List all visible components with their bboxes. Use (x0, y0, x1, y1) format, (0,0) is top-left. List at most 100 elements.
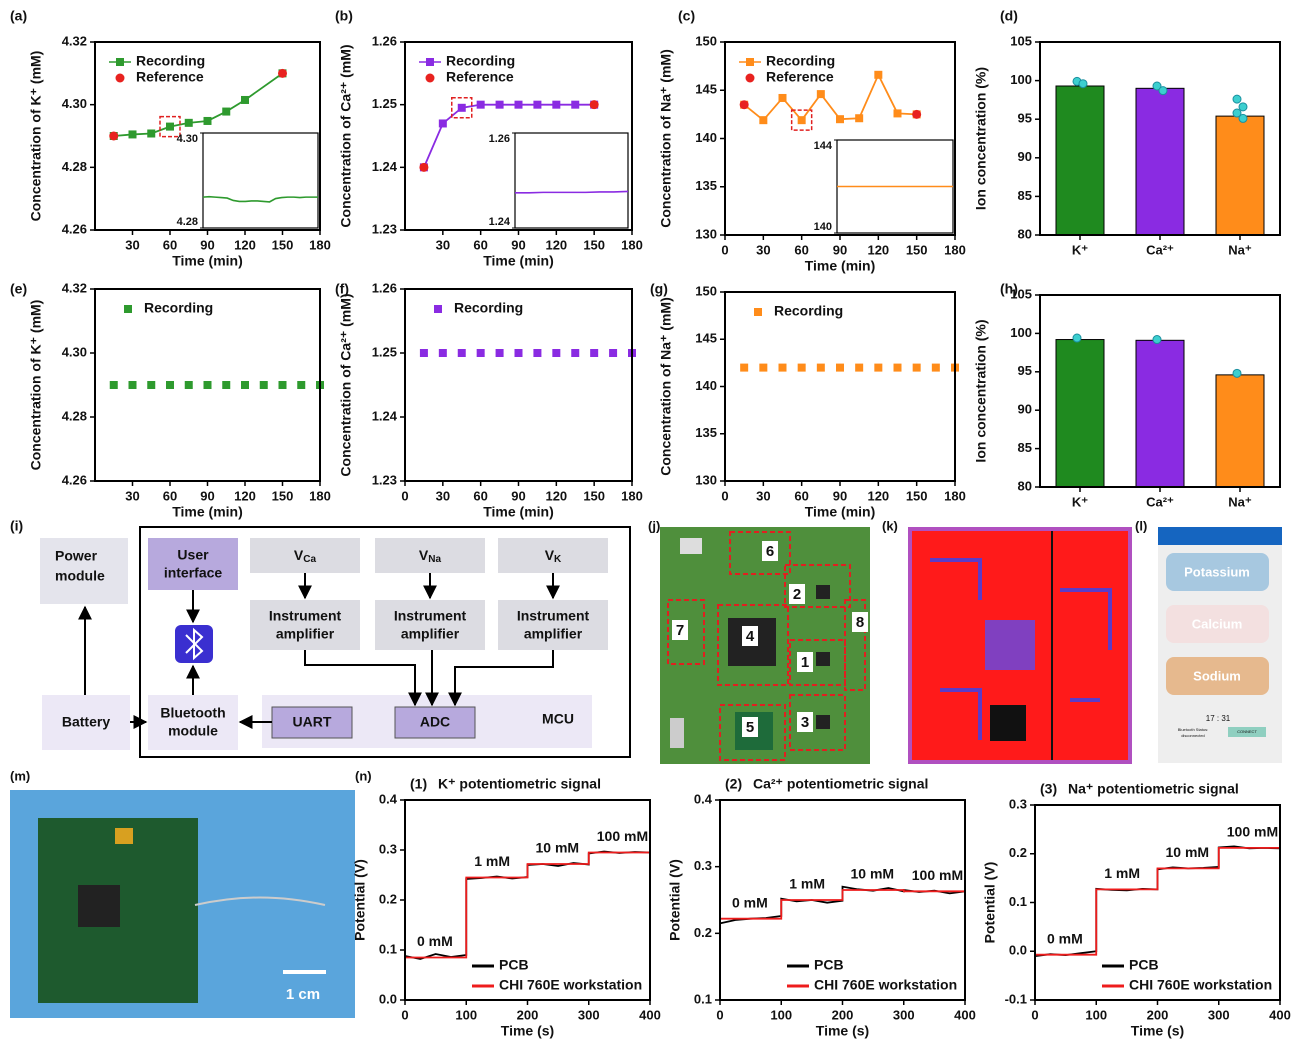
x-tick-label: 0 (1031, 1007, 1038, 1022)
app-time: 17 : 31 (1206, 714, 1231, 723)
x-tick-label: 150 (583, 488, 605, 503)
y-tick-label: 4.26 (62, 472, 87, 487)
annotation: 0 mM (732, 894, 768, 910)
connect-text[interactable]: CONNECT (1237, 729, 1257, 734)
x-tick-label: K⁺ (1072, 494, 1088, 509)
x-tick-label: 120 (545, 488, 567, 503)
annotation: 1 mM (1104, 865, 1140, 881)
x-axis-label: Time (s) (816, 1023, 869, 1039)
y-axis-label: Concentration of Na⁺ (mM) (658, 297, 674, 476)
data-point (855, 364, 863, 372)
legend-label: CHI 760E workstation (814, 977, 957, 993)
data-point (439, 349, 447, 357)
x-tick-label: 60 (794, 242, 808, 257)
data-point (1079, 80, 1087, 88)
data-point (533, 101, 541, 109)
data-point (894, 364, 902, 372)
x-tick-label: 60 (473, 488, 487, 503)
data-point (932, 364, 940, 372)
amp-text: Instrument (269, 608, 342, 624)
inset-tick-label: 144 (814, 140, 833, 152)
power-text: Power (55, 548, 98, 564)
amp-text: amplifier (524, 626, 583, 642)
page: { "chart_data": [ {"type": "line", "labe… (0, 0, 1293, 1046)
pcb-label: 7 (676, 622, 684, 639)
y-axis-label: Ion concentration (%) (973, 319, 989, 462)
y-tick-label: 145 (695, 331, 717, 346)
app-button-text[interactable]: Potassium (1184, 564, 1250, 579)
app-status: Bluetooth Status: (1178, 727, 1208, 732)
app-button-text[interactable]: Calcium (1192, 616, 1243, 631)
x-tick-label: 100 (1085, 1007, 1107, 1022)
figure: (i) Power module User interface VCa VNa … (0, 0, 1293, 1046)
y-tick-label: 95 (1018, 111, 1032, 126)
y-tick-label: 145 (695, 82, 717, 97)
data-point (147, 381, 155, 389)
y-tick-label: 4.30 (62, 96, 87, 111)
plot-frame (725, 292, 955, 481)
annotation: 0 mM (417, 933, 453, 949)
data-point (590, 349, 598, 357)
data-point (836, 364, 844, 372)
data-point (185, 119, 193, 127)
legend-marker (434, 305, 442, 313)
x-tick-label: 30 (125, 488, 139, 503)
photo-chip (78, 885, 120, 927)
sub-label: (3) (1040, 781, 1057, 797)
y-tick-label: 1.26 (372, 33, 397, 48)
x-tick-label: 300 (578, 1007, 600, 1022)
x-tick-label: 150 (272, 237, 294, 252)
y-tick-label: 80 (1018, 226, 1032, 241)
app-button-text[interactable]: Sodium (1193, 668, 1241, 683)
amp-text: Instrument (517, 608, 590, 624)
data-point (241, 96, 249, 104)
x-tick-label: 200 (517, 1007, 539, 1022)
y-tick-label: 0.2 (694, 925, 712, 940)
legend-marker (746, 58, 754, 66)
legend-label: Recording (144, 300, 213, 316)
inset-tick-label: 4.28 (177, 216, 198, 228)
x-tick-label: 180 (944, 242, 966, 257)
x-tick-label: 180 (309, 488, 331, 503)
data-point (222, 108, 230, 116)
y-tick-label: 1.24 (372, 408, 398, 423)
battery-text: Battery (62, 714, 110, 730)
pcb-layout: (k) (882, 518, 1130, 762)
data-point (912, 110, 921, 119)
y-tick-label: 130 (695, 472, 717, 487)
legend-label: CHI 760E workstation (1129, 977, 1272, 993)
y-tick-label: 135 (695, 425, 717, 440)
y-tick-label: 4.28 (62, 159, 87, 174)
data-point (1159, 87, 1167, 95)
x-tick-label: 90 (200, 488, 214, 503)
data-point (129, 381, 137, 389)
x-tick-label: 150 (272, 488, 294, 503)
data-point (590, 100, 599, 109)
legend-label: CHI 760E workstation (499, 977, 642, 993)
data-point (552, 349, 560, 357)
y-tick-label: 130 (695, 226, 717, 241)
x-tick-label: 0 (721, 488, 728, 503)
y-axis-label: Ion concentration (%) (973, 67, 989, 210)
switch (670, 718, 684, 748)
data-point (185, 381, 193, 389)
data-point (278, 69, 287, 78)
y-tick-label: 4.30 (62, 344, 87, 359)
data-point (798, 364, 806, 372)
data-point (836, 115, 844, 123)
x-tick-label: 120 (234, 237, 256, 252)
y-tick-label: 4.32 (62, 280, 87, 295)
x-tick-label: 0 (716, 1007, 723, 1022)
data-point (515, 349, 523, 357)
inset-frame (203, 133, 318, 228)
data-point (204, 117, 212, 125)
y-tick-label: 4.28 (62, 408, 87, 423)
data-point (515, 101, 523, 109)
x-axis-label: Time (min) (805, 258, 876, 274)
y-tick-label: 135 (695, 178, 717, 193)
mcu-text: MCU (542, 711, 574, 727)
x-tick-label: 180 (309, 237, 331, 252)
amp-text: Instrument (394, 608, 467, 624)
annotation: 100 mM (912, 867, 963, 883)
data-point (855, 114, 863, 122)
